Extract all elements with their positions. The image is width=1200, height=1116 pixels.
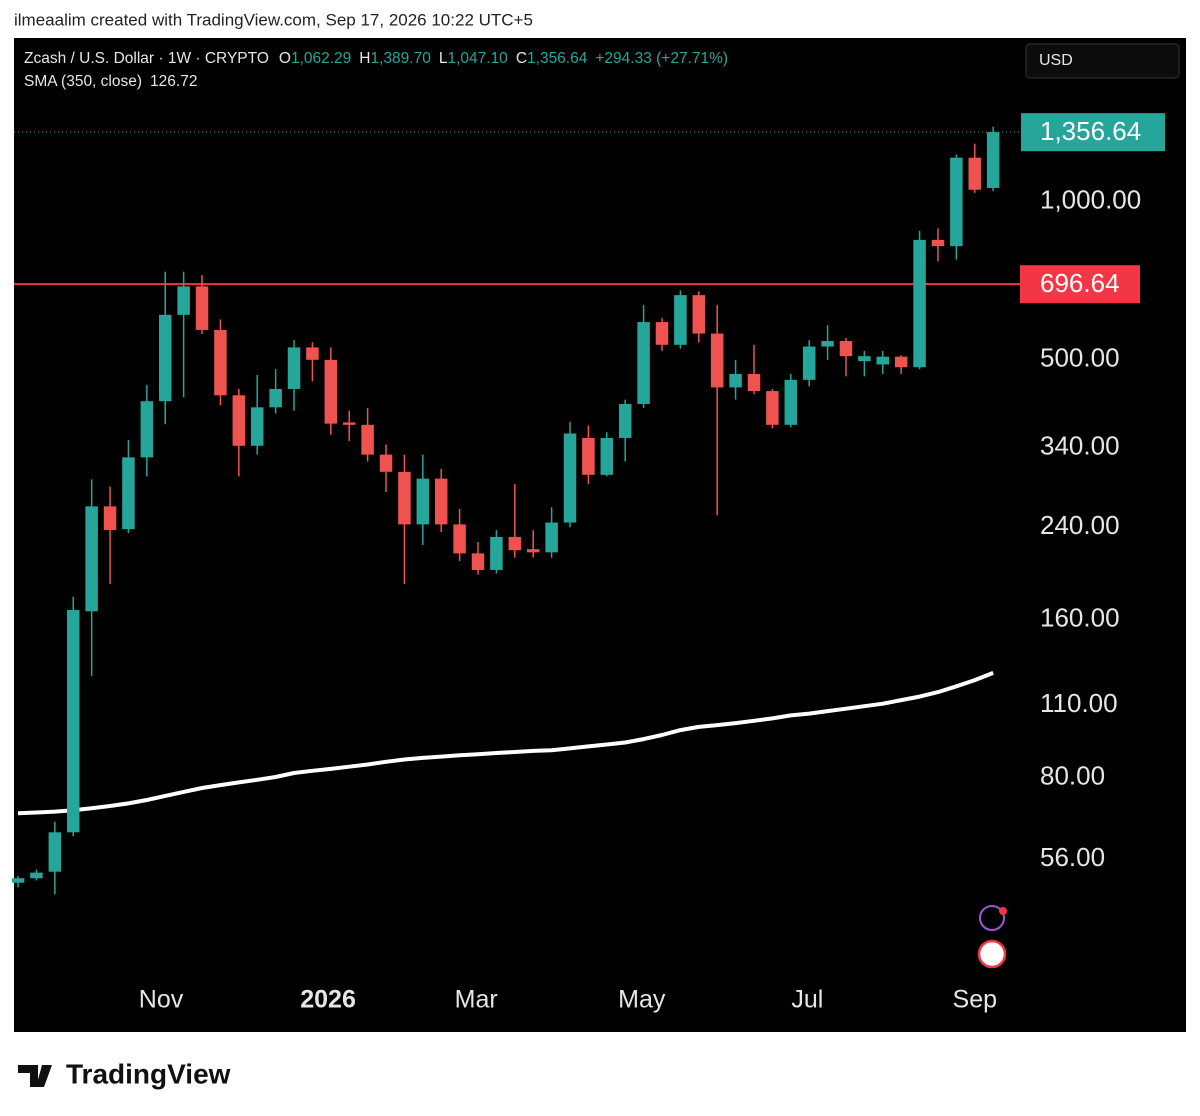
legend-value: 1,389.70: [371, 50, 432, 67]
last-price-label: 1,356.64: [1040, 116, 1141, 146]
candle-body: [398, 471, 411, 525]
x-tick-label: 2026: [300, 986, 356, 1014]
candle-body: [342, 422, 356, 425]
candle-body: [434, 478, 448, 525]
candle-body: [508, 536, 522, 551]
candle-body: [140, 401, 154, 458]
candle-body: [324, 359, 338, 424]
plot: [11, 126, 1020, 895]
x-tick-label: Mar: [455, 986, 498, 1014]
y-tick-label: 500.00: [1040, 343, 1120, 373]
x-tick-label: Sep: [953, 986, 997, 1014]
logo-text: TradingView: [66, 1058, 231, 1089]
candle-body: [250, 407, 264, 446]
legend-key: L: [439, 50, 448, 67]
y-tick-label: 240.00: [1040, 510, 1120, 540]
candle-body: [839, 341, 853, 357]
y-tick-label: 340.00: [1040, 431, 1120, 461]
sma-name: SMA (350, close): [24, 73, 142, 90]
candle-body: [361, 424, 374, 455]
candle-body: [85, 506, 98, 612]
candle-body: [158, 314, 172, 402]
legend-key: C: [516, 50, 527, 67]
candle-body: [66, 609, 80, 833]
candle-body: [747, 373, 761, 392]
candle-body: [655, 322, 669, 345]
sma-line: [17, 671, 994, 816]
candle-body: [986, 132, 1000, 188]
candle-body: [913, 239, 926, 368]
candle-body: [637, 322, 650, 404]
legend-sma: SMA (350, close) 126.72: [24, 73, 197, 90]
y-tick-label: 110.00: [1040, 688, 1118, 718]
candle-body: [674, 295, 687, 345]
candle-body: [968, 157, 982, 190]
candle-body: [471, 553, 485, 570]
icon-dot: [999, 907, 1007, 915]
candle-body: [379, 454, 393, 472]
candle-body: [894, 356, 908, 368]
candle-body: [453, 524, 466, 554]
candle-body: [563, 433, 577, 523]
candle-body: [784, 379, 798, 425]
currency-button[interactable]: [1025, 43, 1180, 79]
last-price-tag: [1021, 113, 1165, 152]
y-tick-label: 56.00: [1040, 842, 1105, 872]
symbol: Zcash / U.S. Dollar · 1W · CRYPTO: [24, 50, 269, 67]
icon[interactable]: [979, 905, 1005, 931]
candle-body: [821, 341, 834, 347]
candle-body: [802, 346, 816, 380]
candle-body: [766, 391, 779, 425]
candle-body: [582, 437, 595, 475]
candle-body: [287, 347, 301, 389]
chart-frame: [14, 38, 1186, 1032]
candle-body: [729, 373, 742, 388]
candle-body: [11, 878, 25, 883]
x-tick-label: Jul: [791, 986, 823, 1014]
x-tick-label: May: [618, 986, 666, 1014]
candle-body: [710, 333, 724, 388]
legend: Zcash / U.S. Dollar · 1W · CRYPTO O1,062.…: [24, 50, 728, 67]
x-tick-label: Nov: [139, 986, 184, 1014]
candle-body: [306, 347, 319, 360]
candle-body: [416, 478, 430, 525]
logo: [18, 1065, 52, 1087]
candle-body: [232, 395, 246, 446]
candle-body: [490, 536, 503, 570]
candle-body: [950, 157, 963, 247]
legend-value: 1,356.64: [527, 50, 588, 67]
candle-body: [195, 286, 209, 330]
level-tag: [1020, 265, 1140, 304]
candle-body: [30, 872, 43, 879]
y-tick-label: 160.00: [1040, 603, 1120, 633]
credit: ilmeaalim created with TradingView.com, …: [14, 10, 533, 29]
y-tick-label: 1,000.00: [1040, 185, 1141, 215]
legend-change: +294.33 (+27.71%): [595, 50, 728, 67]
candle-body: [122, 457, 135, 530]
candle-body: [214, 329, 227, 396]
legend-key: H: [359, 50, 370, 67]
candle-body: [618, 403, 632, 438]
candle-body: [600, 437, 614, 475]
level-label: 696.64: [1040, 268, 1120, 298]
candle-body: [545, 522, 558, 553]
currency-label: USD: [1039, 52, 1073, 69]
candle-body: [876, 356, 890, 365]
candle-body: [931, 239, 945, 247]
candle-body: [103, 506, 117, 531]
candle-body: [177, 286, 190, 315]
legend-value: 1,062.29: [291, 50, 351, 67]
candle-body: [692, 295, 706, 334]
legend-key: O: [279, 50, 291, 67]
candle-body: [48, 832, 62, 872]
legend-value: 1,047.10: [447, 50, 508, 67]
y-tick-label: 80.00: [1040, 761, 1105, 791]
sma-value: 126.72: [150, 73, 197, 90]
flag-icon[interactable]: [977, 939, 1007, 969]
candle-body: [526, 549, 540, 553]
candle-body: [858, 356, 871, 362]
candle-body: [269, 388, 282, 408]
